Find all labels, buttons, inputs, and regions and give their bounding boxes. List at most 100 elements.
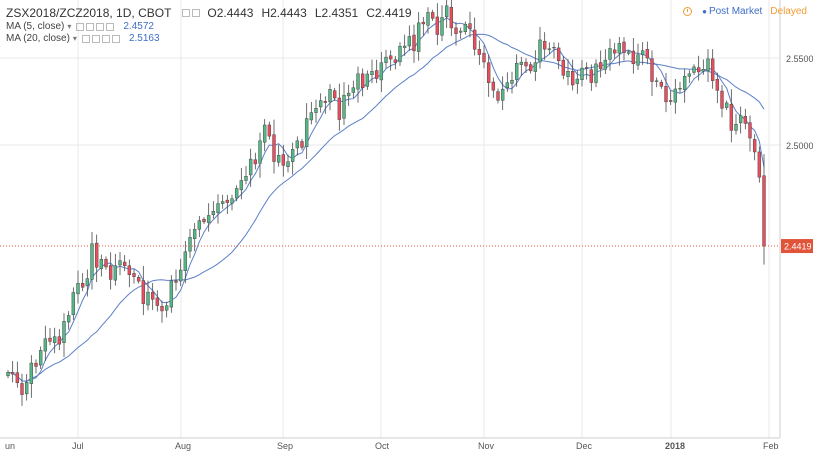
candle: [328, 84, 332, 111]
candle: [407, 25, 412, 51]
candle-body: [706, 58, 710, 71]
candle-body: [407, 36, 412, 47]
ma5-value: 2.4572: [123, 21, 154, 32]
candle-body: [398, 45, 402, 63]
candle-body: [141, 280, 146, 304]
x-tick-label: Jul: [72, 441, 84, 451]
candle-body: [486, 62, 491, 83]
candle: [720, 85, 724, 118]
x-tick-label: Aug: [175, 441, 191, 451]
clock-icon: [683, 7, 693, 16]
chevron-down-icon[interactable]: ▾: [67, 22, 72, 31]
candle-body: [370, 70, 374, 75]
ma5-row[interactable]: MA (5, close) ▾ 2.4572: [6, 21, 420, 33]
candle-body: [66, 315, 71, 323]
candle-body: [202, 219, 206, 223]
candle-body: [6, 372, 10, 377]
chart-legend: ZSX2018/ZCZ2018, 1D, CBOT O2.4443 H2.444…: [6, 4, 420, 45]
candle: [496, 88, 500, 104]
candle-body: [659, 81, 664, 87]
candle: [608, 38, 612, 71]
candle-body: [603, 59, 608, 70]
candle-body: [743, 116, 748, 124]
candle-body: [169, 280, 174, 308]
candle: [304, 103, 309, 159]
candle: [482, 45, 486, 69]
candle: [365, 70, 370, 90]
ma5-controls[interactable]: [75, 23, 115, 31]
candle: [734, 113, 738, 135]
candle-body: [710, 58, 715, 81]
candle: [239, 167, 244, 200]
x-tick-label: 2018: [665, 441, 685, 451]
candle-body: [71, 292, 76, 316]
candle-body: [80, 283, 85, 288]
symbol-controls[interactable]: [181, 8, 201, 17]
ma5-label: MA (5, close): [6, 21, 65, 32]
candle-body: [729, 104, 734, 131]
candle-body: [384, 56, 388, 63]
candle-body: [682, 76, 687, 90]
candle-body: [724, 102, 729, 108]
candle: [323, 96, 328, 114]
candle-body: [286, 161, 290, 167]
candle: [426, 7, 430, 34]
candle: [370, 59, 374, 84]
candle: [472, 17, 477, 56]
candle: [57, 329, 62, 351]
candle: [48, 328, 52, 346]
candle: [136, 275, 141, 284]
last-price-line: 2.4419: [0, 239, 813, 254]
candle-body: [402, 45, 407, 48]
candle-body: [440, 17, 444, 36]
candle: [104, 256, 108, 270]
candle: [253, 152, 258, 170]
candle-body: [244, 176, 248, 181]
candle-body: [589, 69, 594, 83]
candle: [412, 24, 416, 63]
candle-body: [393, 59, 398, 63]
candle-body: [108, 265, 113, 280]
grid: [0, 0, 780, 438]
candle-body: [444, 5, 449, 18]
candle: [556, 42, 561, 70]
candle-body: [687, 73, 692, 77]
candle-body: [328, 89, 332, 103]
candle: [150, 283, 155, 310]
candle-body: [10, 372, 15, 375]
candle-body: [734, 124, 738, 131]
candle-body: [654, 80, 659, 82]
candle-body: [304, 118, 309, 147]
candle: [449, 0, 454, 36]
candle-body: [342, 94, 346, 119]
candle-body: [650, 58, 654, 82]
candle: [178, 258, 183, 286]
candle-body: [146, 291, 150, 306]
candle-body: [458, 30, 463, 33]
candle-body: [612, 49, 617, 54]
chevron-down-icon[interactable]: ▾: [72, 34, 77, 43]
candle: [160, 300, 164, 323]
candle: [384, 49, 388, 69]
candle: [416, 12, 421, 61]
candle-body: [547, 48, 552, 50]
candle: [440, 5, 444, 42]
ma20-row[interactable]: MA (20, close) ▾ 2.5163: [6, 33, 420, 45]
ma20-controls[interactable]: [81, 35, 121, 43]
candle: [589, 64, 594, 91]
candle: [38, 346, 43, 369]
candle-body: [253, 159, 258, 165]
candle-body: [85, 278, 90, 287]
candle: [552, 42, 556, 59]
high-value: H2.4443: [261, 5, 307, 20]
candle-body: [29, 362, 34, 384]
candle-body: [276, 154, 281, 163]
candle: [682, 69, 687, 103]
candle: [710, 49, 715, 89]
candle-body: [318, 100, 323, 108]
candle: [258, 132, 262, 178]
candle-body: [323, 101, 328, 103]
candle: [612, 42, 617, 59]
